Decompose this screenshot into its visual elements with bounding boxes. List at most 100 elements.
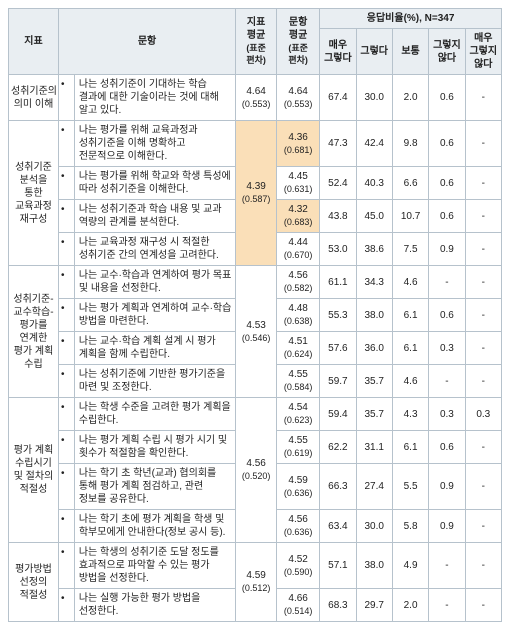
response-cell: 66.3 [320,464,356,510]
bullet-cell: • [58,266,74,299]
question-avg-cell: 4.36(0.681) [277,121,320,167]
bullet-cell: • [58,543,74,589]
bullet-cell: • [58,398,74,431]
response-cell: - [465,464,501,510]
response-cell: 10.7 [392,200,428,233]
response-cell: - [465,121,501,167]
th-q-avg: 문항 평균 (표준 편차) [277,9,320,75]
response-cell: 57.1 [320,543,356,589]
response-cell: 53.0 [320,233,356,266]
response-cell: 38.0 [356,299,392,332]
response-cell: 57.6 [320,332,356,365]
response-cell: - [465,200,501,233]
response-cell: 34.3 [356,266,392,299]
response-cell: 4.9 [392,543,428,589]
response-cell: 6.1 [392,431,428,464]
bullet-cell: • [58,365,74,398]
response-cell: 0.3 [429,332,465,365]
bullet-cell: • [58,75,74,121]
question-cell: 나는 교수·학습과 연계하여 평가 목표 및 내용을 선정한다. [74,266,235,299]
question-cell: 나는 실행 가능한 평가 방법을 선정한다. [74,589,235,622]
indicator-cell: 평가방법 선정의 적절성 [9,543,59,622]
response-cell: 0.9 [429,233,465,266]
response-cell: - [429,543,465,589]
response-cell: 31.1 [356,431,392,464]
th-r1: 매우 그렇다 [320,29,356,75]
question-cell: 나는 학생 수준을 고려한 평가 계획을 수립한다. [74,398,235,431]
response-cell: 27.4 [356,464,392,510]
response-cell: 47.3 [320,121,356,167]
question-avg-cell: 4.55(0.584) [277,365,320,398]
question-avg-cell: 4.32(0.683) [277,200,320,233]
indicator-avg-cell: 4.64(0.553) [236,75,277,121]
question-cell: 나는 학기 초 학년(교과) 협의회를 통해 평가 계획 점검하고, 관련 정보… [74,464,235,510]
bullet-cell: • [58,589,74,622]
bullet-cell: • [58,464,74,510]
question-cell: 나는 성취기준에 기반한 평가기준을 마련 및 조정한다. [74,365,235,398]
response-cell: 68.3 [320,589,356,622]
response-cell: 0.6 [429,75,465,121]
response-cell: 0.6 [429,200,465,233]
question-cell: 나는 교육과정 재구성 시 적절한 성취기준 간의 연계성을 고려한다. [74,233,235,266]
bullet-cell: • [58,431,74,464]
response-cell: 62.2 [320,431,356,464]
response-cell: - [465,167,501,200]
question-avg-cell: 4.45(0.631) [277,167,320,200]
response-cell: 0.6 [429,121,465,167]
question-avg-cell: 4.56(0.636) [277,510,320,543]
response-cell: 2.0 [392,75,428,121]
bullet-cell: • [58,332,74,365]
response-cell: 35.7 [356,365,392,398]
th-r3: 보통 [392,29,428,75]
response-cell: 0.6 [429,431,465,464]
response-cell: 4.6 [392,266,428,299]
question-cell: 나는 평가를 위해 학교와 학생 특성에 따라 성취기준을 이해한다. [74,167,235,200]
indicator-avg-cell: 4.59(0.512) [236,543,277,622]
response-cell: 0.6 [429,299,465,332]
response-cell: 5.8 [392,510,428,543]
response-cell: 35.7 [356,398,392,431]
question-cell: 나는 교수·학습 계획 설계 시 평가 계획을 함께 수립한다. [74,332,235,365]
question-cell: 나는 학생의 성취기준 도달 정도를 효과적으로 파악할 수 있는 평가 방법을… [74,543,235,589]
question-avg-cell: 4.48(0.638) [277,299,320,332]
question-cell: 나는 학기 초에 평가 계획을 학생 및 학부모에게 안내한다(정보 공시 등)… [74,510,235,543]
data-table: 지표 문항 지표 평균 (표준 편차) 문항 평균 (표준 편차) 응답비율(%… [8,8,502,622]
th-r4: 그렇지 않다 [429,29,465,75]
th-r5: 매우 그렇지 않다 [465,29,501,75]
response-cell: - [465,365,501,398]
response-cell: 38.0 [356,543,392,589]
indicator-avg-cell: 4.56(0.520) [236,398,277,543]
response-cell: 55.3 [320,299,356,332]
response-cell: 30.0 [356,510,392,543]
question-avg-cell: 4.52(0.590) [277,543,320,589]
question-avg-cell: 4.64(0.553) [277,75,320,121]
indicator-cell: 평가 계획 수립시기 및 절차의 적절성 [9,398,59,543]
response-cell: - [429,589,465,622]
response-cell: - [465,431,501,464]
response-cell: 30.0 [356,75,392,121]
response-cell: 38.6 [356,233,392,266]
response-cell: - [465,75,501,121]
indicator-cell: 성취기준의 의미 이해 [9,75,59,121]
bullet-cell: • [58,510,74,543]
response-cell: - [465,510,501,543]
bullet-cell: • [58,233,74,266]
th-ind-avg: 지표 평균 (표준 편차) [236,9,277,75]
question-avg-cell: 4.66(0.514) [277,589,320,622]
response-cell: - [465,543,501,589]
response-cell: - [465,233,501,266]
question-cell: 나는 평가를 위해 교육과정과 성취기준을 이해 명확하고 전문적으로 이해한다… [74,121,235,167]
response-cell: 61.1 [320,266,356,299]
response-cell: 42.4 [356,121,392,167]
response-cell: 67.4 [320,75,356,121]
response-cell: - [429,266,465,299]
response-cell: 36.0 [356,332,392,365]
response-cell: 52.4 [320,167,356,200]
indicator-avg-cell: 4.39(0.587) [236,121,277,266]
bullet-cell: • [58,200,74,233]
response-cell: 0.3 [465,398,501,431]
th-question: 문항 [58,9,235,75]
response-cell: - [465,332,501,365]
question-cell: 나는 평가 계획과 연계하여 교수·학습 방법을 마련한다. [74,299,235,332]
indicator-cell: 성취기준 분석을 통한 교육과정 재구성 [9,121,59,266]
